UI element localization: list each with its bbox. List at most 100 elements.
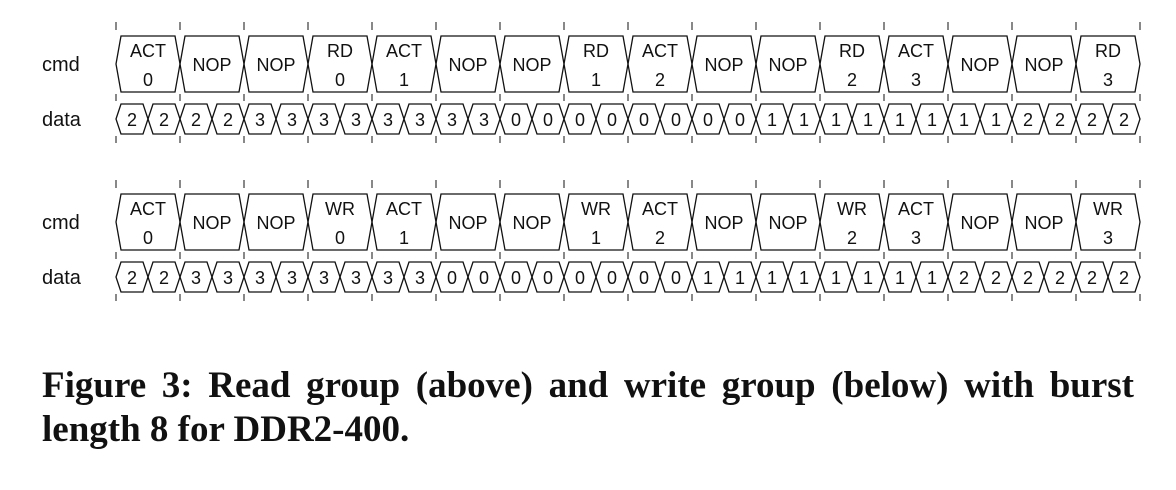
data-bank-text: 2 [1023,110,1033,130]
cmd-bank-text: 0 [143,228,153,248]
cmd-text: RD [583,41,609,61]
cmd-bank-text: 1 [591,70,601,90]
data-bank-text: 2 [223,110,233,130]
read-group: cmd data ACT 0 NOP NOP RD 0 ACT 1 NOP NOP RD 1 ACT 2 NOP… [42,22,1141,143]
data-bank-text: 1 [767,268,777,288]
data-bank-text: 2 [991,268,1001,288]
data-bank-text: 1 [831,268,841,288]
data-cell [1107,261,1141,293]
cmd-text: NOP [448,213,487,233]
data-bank-text: 1 [927,268,937,288]
data-bank-text: 2 [1023,268,1033,288]
cmd-bank-text: 3 [1103,70,1113,90]
cmd-bank-text: 1 [399,70,409,90]
data-bank-text: 0 [511,268,521,288]
data-bank-text: 2 [1119,268,1129,288]
cmd-text: WR [1093,199,1123,219]
cmd-bank-text: 3 [911,70,921,90]
cmd-text: ACT [130,199,166,219]
cmd-text: ACT [386,199,422,219]
cmd-text: NOP [960,213,999,233]
cmd-text: ACT [386,41,422,61]
cmd-text: WR [325,199,355,219]
data-bank-text: 1 [927,110,937,130]
cmd-bank-text: 3 [1103,228,1113,248]
cmd-text: ACT [898,199,934,219]
data-bank-text: 0 [543,268,553,288]
data-bank-text: 2 [191,110,201,130]
data-bank-text: 3 [319,268,329,288]
data-bank-text: 2 [1119,110,1129,130]
data-bank-text: 2 [159,110,169,130]
cmd-text: NOP [192,213,231,233]
cmd-text: RD [327,41,353,61]
data-row-label: data [42,267,82,289]
data-bank-text: 3 [287,268,297,288]
cmd-bank-text: 2 [847,228,857,248]
cmd-text: NOP [768,55,807,75]
timing-diagram: cmd data ACT 0 NOP NOP RD 0 ACT 1 NOP NOP RD 1 ACT 2 NOP… [42,22,1141,301]
cmd-bank-text: 0 [335,228,345,248]
cmd-cell [1075,35,1141,93]
cmd-text: NOP [1024,213,1063,233]
data-bank-text: 2 [1055,268,1065,288]
cmd-text: NOP [256,213,295,233]
cmd-text: WR [837,199,867,219]
figure-caption: Figure 3: Read group (above) and write g… [42,365,1134,450]
data-cell [1107,103,1141,135]
cmd-bank-text: 3 [911,228,921,248]
data-bank-text: 3 [447,110,457,130]
cmd-text: ACT [898,41,934,61]
cmd-text: WR [581,199,611,219]
data-bank-text: 1 [799,268,809,288]
cmd-text: RD [1095,41,1121,61]
data-bank-text: 2 [1087,268,1097,288]
data-row-label: data [42,109,82,131]
data-bank-text: 0 [639,110,649,130]
data-bank-text: 3 [351,268,361,288]
cmd-text: NOP [704,213,743,233]
data-bank-text: 2 [159,268,169,288]
cmd-text: NOP [768,213,807,233]
data-bank-text: 1 [895,110,905,130]
data-bank-text: 0 [639,268,649,288]
data-bank-text: 0 [671,268,681,288]
data-bank-text: 3 [415,110,425,130]
data-bank-text: 0 [447,268,457,288]
data-bank-text: 3 [479,110,489,130]
cmd-text: ACT [642,41,678,61]
cmd-text: ACT [642,199,678,219]
cmd-bank-text: 1 [399,228,409,248]
data-bank-text: 1 [863,268,873,288]
data-bank-text: 0 [575,268,585,288]
cmd-text: NOP [448,55,487,75]
cmd-cell [1075,193,1141,251]
data-bank-text: 3 [351,110,361,130]
cmd-text: NOP [704,55,743,75]
data-bank-text: 1 [959,110,969,130]
data-bank-text: 0 [735,110,745,130]
cmd-bank-text: 0 [143,70,153,90]
cmd-text: NOP [512,55,551,75]
cmd-bank-text: 1 [591,228,601,248]
data-bank-text: 3 [255,110,265,130]
write-group: cmd data ACT 0 NOP NOP WR 0 ACT 1 NOP NOP WR 1 ACT 2 NOP… [42,180,1141,301]
data-bank-text: 3 [383,110,393,130]
data-bank-text: 3 [319,110,329,130]
cmd-bank-text: 2 [847,70,857,90]
data-bank-text: 1 [895,268,905,288]
cmd-row-label: cmd [42,212,80,234]
data-bank-text: 2 [959,268,969,288]
data-bank-text: 3 [191,268,201,288]
cmd-text: NOP [192,55,231,75]
data-bank-text: 1 [831,110,841,130]
data-bank-text: 2 [127,268,137,288]
data-bank-text: 0 [703,110,713,130]
data-bank-text: 1 [863,110,873,130]
cmd-row-label: cmd [42,54,80,76]
data-bank-text: 0 [671,110,681,130]
data-bank-text: 2 [127,110,137,130]
data-bank-text: 0 [575,110,585,130]
cmd-text: NOP [960,55,999,75]
data-bank-text: 0 [607,268,617,288]
